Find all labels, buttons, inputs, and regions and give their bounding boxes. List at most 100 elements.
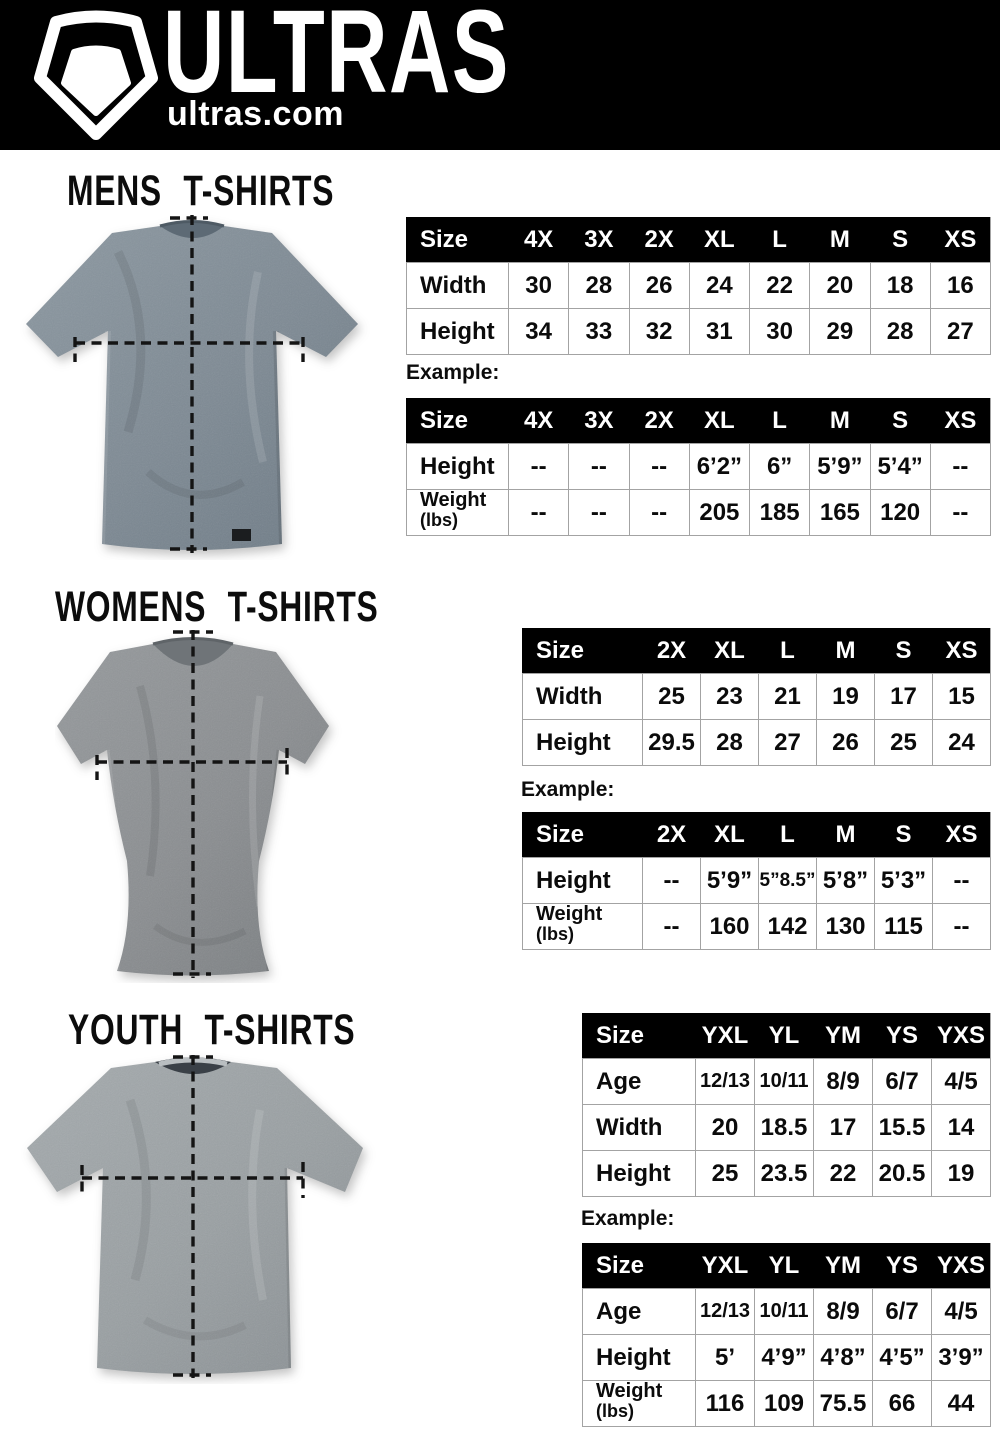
row-label: Height (522, 719, 642, 765)
table-cell: 10/11 (754, 1058, 813, 1104)
table-cell: 12/13 (695, 1058, 754, 1104)
table-cell: 6” (749, 443, 810, 489)
table-cell: 17 (874, 673, 932, 719)
column-header: YXS (931, 1013, 990, 1058)
column-header: XS (932, 812, 990, 857)
row-label: Weight (lbs) (522, 903, 642, 949)
column-header: 3X (568, 217, 629, 262)
size-column-header: Size (406, 398, 508, 443)
table-cell: 28 (869, 308, 930, 354)
column-header: YS (872, 1243, 931, 1288)
row-label: Age (582, 1058, 695, 1104)
column-header: XS (929, 217, 990, 262)
table-cell: 17 (813, 1104, 872, 1150)
table-cell: 5’3” (874, 857, 932, 903)
column-header: 2X (628, 398, 689, 443)
table-cell: 142 (758, 903, 816, 949)
youth-section-title: YOUTH T-SHIRTS (68, 1006, 356, 1054)
column-header: XL (688, 217, 749, 262)
mens-example-label: Example: (406, 361, 500, 384)
table-cell: -- (568, 489, 629, 535)
table-cell: -- (932, 857, 990, 903)
measurement-lines (95, 630, 289, 978)
mens-section-title: MENS T-SHIRTS (67, 167, 335, 215)
pentagon-shield-icon[interactable] (30, 6, 162, 142)
table-cell: 160 (700, 903, 758, 949)
table-cell: 23.5 (754, 1150, 813, 1196)
size-column-header: Size (522, 812, 642, 857)
table-cell: 4/5 (931, 1288, 990, 1334)
table-cell: -- (568, 443, 629, 489)
table-cell: 24 (932, 719, 990, 765)
table-cell: 5’4” (869, 443, 930, 489)
mens-size-table: Size 4X 3X 2X XL L M S XS Width 30 28 26 24 22 20 18 16 He… (406, 217, 991, 355)
table-cell: 19 (931, 1150, 990, 1196)
column-header: M (816, 812, 874, 857)
row-label: Height (582, 1150, 695, 1196)
column-header: YXS (931, 1243, 990, 1288)
table-cell: 120 (869, 489, 930, 535)
table-cell: 15.5 (872, 1104, 931, 1150)
row-label: Width (406, 262, 508, 308)
size-column-header: Size (406, 217, 508, 262)
brand-title[interactable]: ULTRAS (163, 0, 510, 118)
table-cell: -- (932, 903, 990, 949)
column-header: 2X (642, 812, 700, 857)
table-cell: 109 (754, 1380, 813, 1426)
table-cell: 4’9” (754, 1334, 813, 1380)
row-label: Height (406, 443, 508, 489)
column-header: XL (700, 628, 758, 673)
column-header: XS (929, 398, 990, 443)
column-header: XS (932, 628, 990, 673)
table-cell: 18 (869, 262, 930, 308)
table-cell: -- (929, 489, 990, 535)
table-cell: 205 (688, 489, 749, 535)
table-cell: 22 (813, 1150, 872, 1196)
table-cell: 130 (816, 903, 874, 949)
size-column-header: Size (582, 1013, 695, 1058)
table-cell: 28 (568, 262, 629, 308)
column-header: 4X (508, 398, 569, 443)
table-cell: 29.5 (642, 719, 700, 765)
size-column-header: Size (522, 628, 642, 673)
size-column-header: Size (582, 1243, 695, 1288)
table-cell: 29 (809, 308, 870, 354)
table-cell: 33 (568, 308, 629, 354)
row-label: Height (522, 857, 642, 903)
table-cell: 5”8.5” (758, 857, 816, 903)
column-header: L (749, 217, 810, 262)
column-header: L (758, 628, 816, 673)
brand-domain[interactable]: ultras.com (167, 95, 344, 133)
column-header: YL (754, 1013, 813, 1058)
column-header: XL (700, 812, 758, 857)
column-header: XL (688, 398, 749, 443)
table-cell: 8/9 (813, 1058, 872, 1104)
table-cell: 10/11 (754, 1288, 813, 1334)
column-header: YM (813, 1013, 872, 1058)
table-cell: 34 (508, 308, 569, 354)
hem-tag (232, 529, 251, 541)
table-cell: 8/9 (813, 1288, 872, 1334)
womens-tshirt-image (57, 630, 329, 978)
column-header: L (758, 812, 816, 857)
table-cell: 4’5” (872, 1334, 931, 1380)
table-cell: 20 (695, 1104, 754, 1150)
row-label: Height (582, 1334, 695, 1380)
womens-example-label: Example: (521, 778, 615, 801)
table-cell: 20.5 (872, 1150, 931, 1196)
column-header: YXL (695, 1243, 754, 1288)
youth-example-table: Size YXL YL YM YS YXS Age 12/13 10/11 8/9 6/7 4/5 He… (582, 1243, 991, 1427)
table-cell: 19 (816, 673, 874, 719)
table-cell: 3’9” (931, 1334, 990, 1380)
table-cell: 30 (508, 262, 569, 308)
row-label: Age (582, 1288, 695, 1334)
column-header: S (874, 628, 932, 673)
table-cell: 6/7 (872, 1058, 931, 1104)
table-cell: -- (628, 443, 689, 489)
youth-size-table: Size YXL YL YM YS YXS Age 12/13 10/11 8/9 6/7 4/5 Wi… (582, 1013, 991, 1197)
column-header: S (874, 812, 932, 857)
table-cell: -- (642, 903, 700, 949)
table-cell: 16 (929, 262, 990, 308)
table-cell: 26 (816, 719, 874, 765)
table-cell: 6’2” (688, 443, 749, 489)
